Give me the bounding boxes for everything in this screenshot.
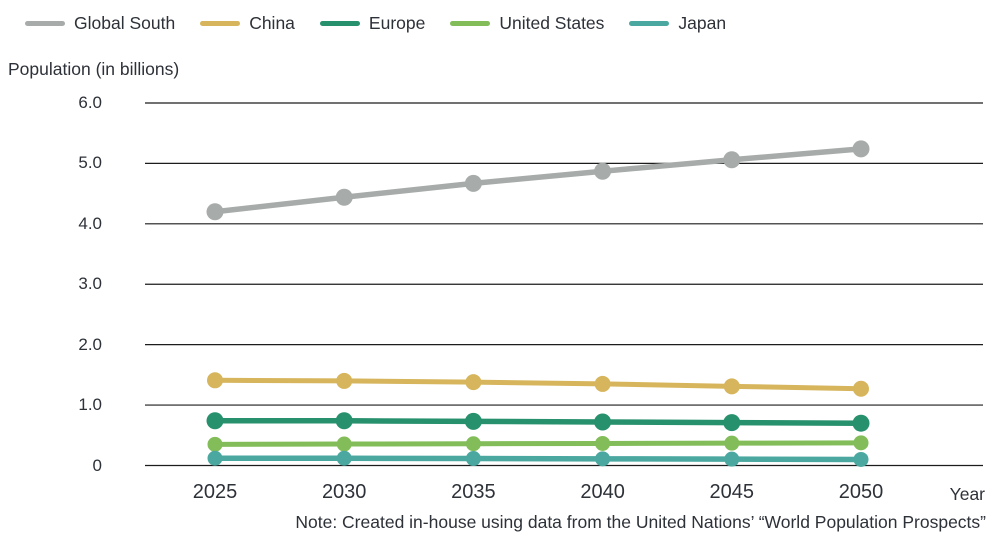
data-point-japan-2025 [207,450,223,466]
data-point-china-2035 [465,374,482,391]
data-point-united-states-2030 [336,436,352,452]
data-point-united-states-2035 [465,436,481,452]
data-point-europe-2035 [464,412,482,430]
legend-swatch-global-south [25,21,65,26]
x-tick-label-2035: 2035 [451,481,496,503]
chart-legend: Global South China Europe United States Japa… [25,13,726,34]
data-point-china-2040 [594,375,611,392]
legend-label: Europe [368,13,426,33]
series-line-china [212,377,864,392]
y-axis-title: Population (in billions) [8,59,180,79]
legend-item-united-states: United States [450,13,604,34]
y-tick-label: 3.0 [78,274,102,294]
y-tick-label: 2.0 [78,334,102,354]
series-line-japan [212,455,864,463]
data-point-japan-2050 [853,451,869,467]
legend-item-europe: Europe [319,13,426,34]
y-tick-label: 1.0 [78,395,102,415]
legend-swatch-china [200,21,241,26]
y-tick-label: 4.0 [78,213,102,233]
data-point-china-2025 [207,372,223,389]
legend-label: China [249,13,295,33]
data-point-japan-2045 [724,451,740,467]
legend-item-japan: Japan [629,13,726,34]
data-point-europe-2025 [206,412,224,430]
legend-swatch-europe [319,21,360,26]
data-point-global-south-2030 [335,188,353,206]
data-point-europe-2045 [723,414,741,432]
data-point-europe-2050 [852,414,870,432]
x-tick-label-2050: 2050 [838,481,884,503]
y-tick-label: 6.0 [78,92,102,112]
y-tick-label: 5.0 [78,153,102,173]
data-point-china-2045 [723,378,740,395]
data-point-global-south-2025 [206,203,224,221]
data-point-global-south-2050 [852,140,870,158]
data-point-united-states-2025 [207,436,223,452]
series-line-united-states [212,440,864,447]
legend-item-china: China [200,13,295,34]
legend-swatch-united-states [450,21,491,26]
y-tick-label: 0 [92,455,102,475]
x-tick-label-2040: 2040 [580,481,625,503]
legend-label: Japan [678,13,727,33]
data-point-global-south-2045 [723,151,741,169]
data-point-global-south-2040 [594,162,612,180]
data-point-united-states-2040 [595,435,611,451]
series-line-europe [212,418,864,426]
legend-label: United States [499,13,605,33]
legend-item-global-south: Global South [25,13,175,34]
x-tick-label-2030: 2030 [321,481,367,503]
series-line-global-south [212,146,864,215]
data-point-china-2030 [336,372,353,389]
x-tick-label-2045: 2045 [709,481,755,503]
legend-label: Global South [74,13,176,33]
x-axis-title: Year [949,484,985,504]
source-note: Note: Created in-house using data from t… [295,512,986,532]
data-point-japan-2040 [595,451,611,467]
data-point-united-states-2045 [724,435,740,451]
x-tick-label-2025: 2025 [192,481,238,503]
data-point-china-2050 [853,380,869,397]
data-point-europe-2040 [594,413,612,431]
legend-swatch-japan [629,21,670,26]
data-point-japan-2030 [336,450,352,466]
data-point-japan-2035 [465,451,481,467]
data-point-united-states-2050 [853,435,869,451]
data-point-europe-2030 [335,412,353,430]
data-point-global-south-2035 [464,174,482,192]
